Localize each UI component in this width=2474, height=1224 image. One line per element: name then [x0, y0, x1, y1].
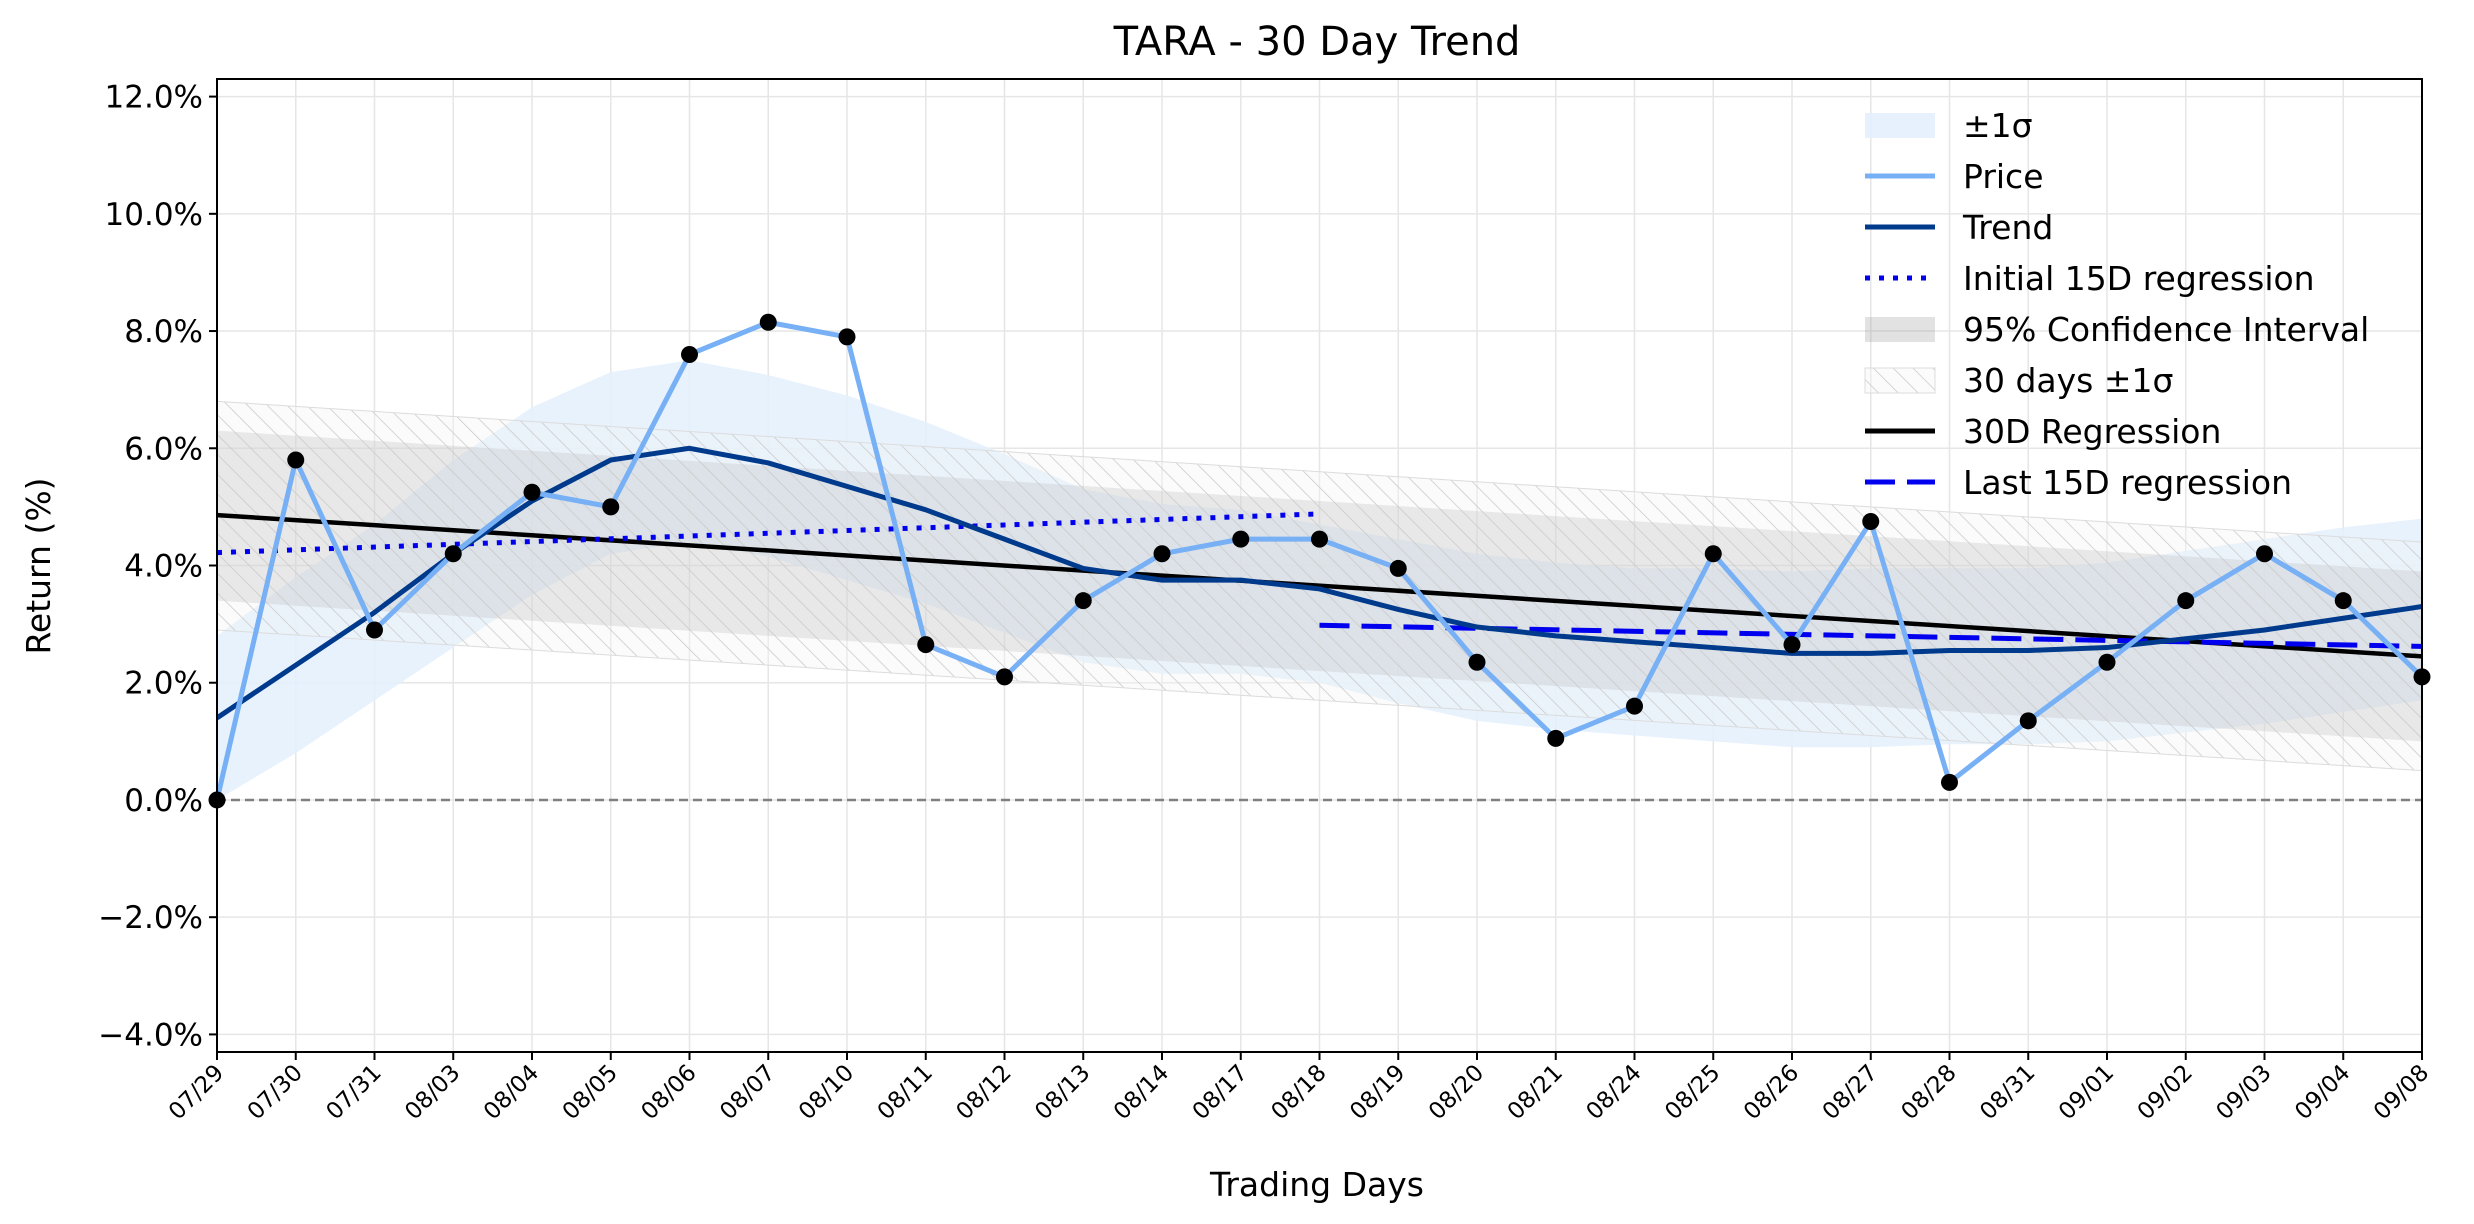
legend-label: ±1σ [1963, 106, 2033, 145]
y-tick-label: 2.0% [124, 666, 203, 702]
x-tick-label: 09/08 [2369, 1060, 2434, 1125]
price-point [1704, 545, 1722, 563]
y-tick-label: 6.0% [124, 431, 203, 467]
price-point [1153, 545, 1171, 563]
x-tick-label: 08/05 [558, 1060, 623, 1125]
x-tick-label: 08/20 [1424, 1060, 1489, 1125]
x-tick-label: 08/27 [1818, 1060, 1883, 1125]
legend-item: Price [1865, 157, 2044, 196]
legend: ±1σ Price Trend Initial 15D regression 95% C… [1864, 106, 2369, 502]
price-point [2019, 712, 2037, 730]
legend-label: Price [1963, 157, 2044, 196]
initial-15d-regression-line [217, 511, 1320, 556]
x-tick-label: 08/25 [1660, 1060, 1725, 1125]
legend-swatch [1865, 317, 1935, 342]
chart-title: TARA - 30 Day Trend [1113, 19, 1521, 65]
x-tick-label: 07/29 [164, 1060, 229, 1125]
y-tick-label: −4.0% [98, 1017, 203, 1053]
price-point [681, 345, 698, 363]
x-tick-label: 08/14 [1109, 1060, 1174, 1125]
legend-item: Trend [1865, 208, 2053, 247]
x-tick-label: 08/28 [1896, 1060, 1961, 1125]
x-tick-label: 08/13 [1030, 1060, 1095, 1125]
price-point [1074, 592, 1092, 610]
trend-line [217, 445, 2422, 720]
legend-label: Last 15D regression [1963, 463, 2292, 502]
x-tick-label: 08/21 [1503, 1060, 1568, 1125]
price-point [2098, 653, 2116, 671]
price-point [1941, 773, 1958, 791]
x-tick-label: 07/31 [321, 1060, 386, 1125]
price-point [996, 668, 1013, 686]
price-point [1311, 530, 1328, 548]
x-tick-label: 08/11 [873, 1060, 938, 1125]
y-tick-label: 4.0% [124, 549, 203, 585]
x-tick-label: 08/03 [400, 1060, 465, 1125]
legend-label: 95% Confidence Interval [1963, 310, 2369, 349]
legend-label: Initial 15D regression [1963, 259, 2315, 298]
x-tick-label: 09/03 [2211, 1060, 2276, 1125]
x-tick-label: 08/19 [1345, 1060, 1410, 1125]
x-tick-label: 08/04 [479, 1060, 544, 1125]
price-point [1626, 697, 1643, 715]
price-point [287, 451, 305, 469]
price-point [759, 313, 777, 331]
y-tick-label: 12.0% [105, 80, 203, 116]
price-point [917, 636, 935, 654]
legend-item: 30D Regression [1865, 412, 2221, 451]
price-point [523, 483, 541, 501]
x-tick-label: 08/12 [951, 1060, 1016, 1125]
x-axis-label: Trading Days [1209, 1165, 1424, 1204]
x-tick-label: 08/07 [715, 1060, 780, 1125]
legend-label: 30D Regression [1963, 412, 2221, 451]
legend-label: 30 days ±1σ [1963, 361, 2173, 400]
legend-item: 95% Confidence Interval [1865, 310, 2369, 349]
price-point [1232, 530, 1250, 548]
y-tick-label: 10.0% [105, 197, 203, 233]
legend-item: ±1σ [1865, 106, 2033, 145]
y-axis-label: Return (%) [19, 477, 58, 654]
legend-item: Initial 15D regression [1865, 259, 2315, 298]
y-tick-label: −2.0% [98, 900, 203, 936]
plot-area [217, 319, 2422, 802]
price-point [2334, 592, 2352, 610]
x-tick-label: 08/17 [1188, 1060, 1253, 1125]
y-tick-label: 8.0% [124, 314, 203, 350]
price-point [838, 328, 856, 346]
price-point [1389, 559, 1407, 577]
legend-item: Last 15D regression [1865, 463, 2292, 502]
legend-label: Trend [1962, 208, 2053, 247]
price-point [602, 498, 620, 516]
x-tick-label: 09/01 [2054, 1060, 2119, 1125]
x-tick-label: 08/18 [1266, 1060, 1331, 1125]
price-point [1547, 729, 1565, 747]
x-tick-label: 08/24 [1581, 1060, 1646, 1125]
price-point [366, 621, 383, 639]
x-tick-label: 09/04 [2290, 1060, 2355, 1125]
x-tick-label: 08/10 [794, 1060, 859, 1125]
x-tick-label: 09/02 [2133, 1060, 2198, 1125]
legend-item: 30 days ±1σ [1864, 361, 2173, 400]
price-point [1862, 513, 1880, 531]
legend-swatch [1865, 113, 1935, 138]
x-tick-label: 08/31 [1975, 1060, 2040, 1125]
legend-swatch [1864, 367, 1936, 394]
price-point [444, 545, 462, 563]
x-tick-label: 08/06 [636, 1060, 701, 1125]
price-point [1783, 636, 1801, 654]
y-tick-label: 0.0% [124, 783, 203, 819]
price-point [1468, 653, 1486, 671]
price-point [2177, 592, 2195, 610]
x-tick-label: 07/30 [243, 1060, 308, 1125]
price-point [2256, 545, 2273, 563]
x-tick-label: 08/26 [1739, 1060, 1804, 1125]
